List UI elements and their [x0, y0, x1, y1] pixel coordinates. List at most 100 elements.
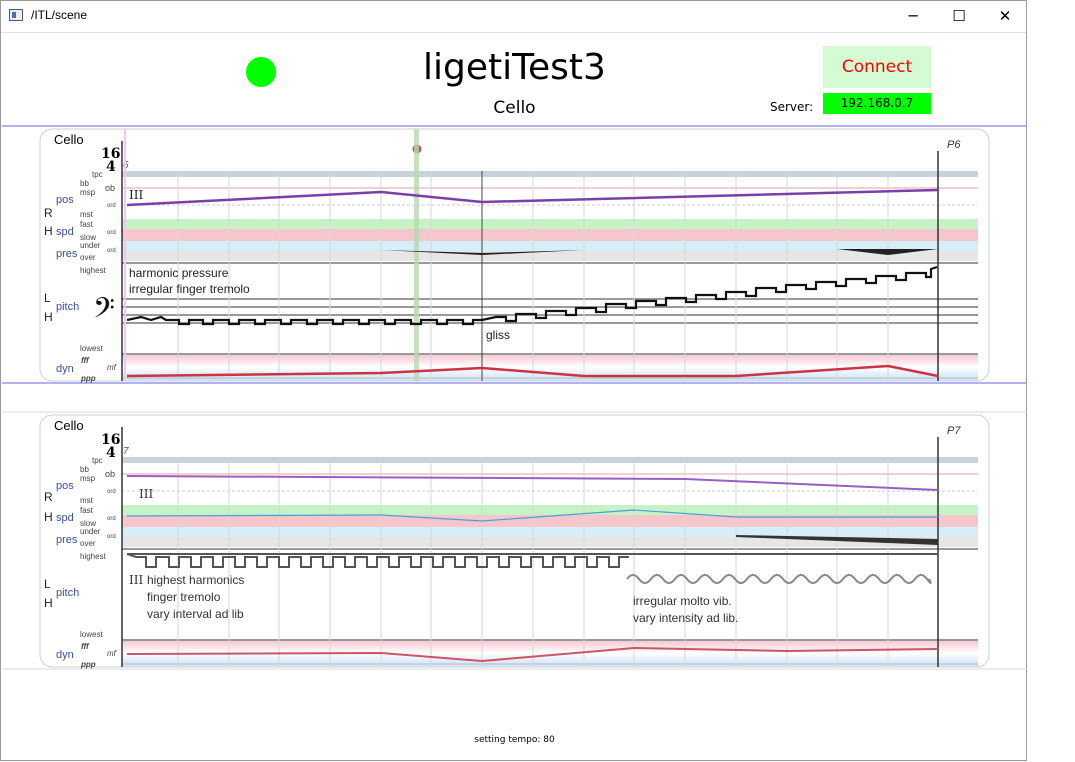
- part-name: Cello: [493, 98, 536, 118]
- vibrato-line: [626, 574, 932, 584]
- svg-text:msp: msp: [80, 188, 96, 197]
- annotation: gliss: [486, 328, 510, 342]
- pos-label: pos: [56, 480, 74, 492]
- svg-text:under: under: [80, 241, 101, 250]
- pres-label: pres: [56, 534, 78, 546]
- svg-text:ord: ord: [107, 248, 116, 254]
- app-icon: [9, 9, 23, 21]
- string-label: III: [129, 188, 143, 202]
- svg-text:H: H: [44, 224, 53, 238]
- svg-text:lowest: lowest: [80, 630, 103, 639]
- score-page-p6: Cello P6 16 4 6: [39, 128, 990, 383]
- instrument-label: Cello: [54, 418, 84, 433]
- dyn-label: dyn: [56, 649, 74, 661]
- annotation: irregular finger tremolo: [129, 282, 250, 296]
- app-window: /ITL/scene ─ ☐ ✕ ligetiTest3 Cello Conne…: [0, 0, 1027, 761]
- pitch-gliss: [481, 265, 938, 323]
- pressure-wedge: [837, 249, 938, 255]
- svg-text:L: L: [44, 291, 51, 305]
- pitch-tremolo: [126, 553, 629, 568]
- annotation: harmonic pressure: [129, 266, 229, 280]
- string-label: III: [129, 573, 143, 587]
- title-bar: /ITL/scene ─ ☐ ✕: [1, 1, 1026, 33]
- svg-text:over: over: [80, 253, 96, 262]
- instrument-label: Cello: [54, 132, 84, 147]
- svg-text:ord: ord: [107, 230, 116, 236]
- pitch-label: pitch: [56, 587, 79, 599]
- server-label: Server:: [770, 100, 814, 114]
- maximize-button[interactable]: ☐: [952, 7, 966, 25]
- svg-text:tpc: tpc: [92, 170, 103, 179]
- svg-text:mf: mf: [107, 649, 117, 658]
- svg-text:L: L: [44, 577, 51, 591]
- server-ip-field[interactable]: 192.168.0.7: [823, 93, 931, 114]
- pos-label: pos: [56, 194, 74, 206]
- svg-text:fast: fast: [80, 220, 94, 229]
- pres-label: pres: [56, 248, 78, 260]
- svg-text:highest: highest: [80, 552, 107, 561]
- window-title: /ITL/scene: [31, 8, 88, 22]
- annotation: vary interval ad lib: [147, 607, 244, 621]
- bass-clef-icon: 𝄢: [93, 292, 115, 332]
- svg-text:msp: msp: [80, 474, 96, 483]
- dyn-curve: [126, 646, 939, 663]
- pos-curve: [126, 188, 939, 207]
- playback-cursor: [414, 129, 419, 381]
- connect-button[interactable]: Connect: [823, 46, 931, 88]
- score-page-p7: Cello P7 16 4 7: [39, 414, 990, 669]
- svg-text:bb: bb: [80, 465, 89, 474]
- dyn-curve: [126, 364, 939, 378]
- page-number: P7: [947, 425, 961, 437]
- svg-text:H: H: [44, 310, 53, 324]
- svg-text:ppp: ppp: [80, 660, 96, 669]
- svg-text:ob: ob: [105, 183, 115, 193]
- svg-text:fff: fff: [81, 356, 90, 365]
- svg-text:H: H: [44, 510, 53, 524]
- pitch-tremolo: [126, 315, 482, 326]
- minimize-button[interactable]: ─: [908, 7, 918, 25]
- svg-text:over: over: [80, 539, 96, 548]
- time-sig-num: 16: [101, 432, 120, 448]
- connection-status-indicator: [246, 57, 276, 87]
- spd-label: spd: [56, 512, 74, 524]
- svg-text:ord: ord: [107, 203, 116, 209]
- pressure-wedge: [381, 250, 584, 255]
- annotation: vary intensity ad lib.: [633, 611, 738, 625]
- string-label: III: [139, 487, 153, 501]
- time-sig-num: 16: [101, 146, 120, 162]
- svg-text:fff: fff: [81, 642, 90, 651]
- spd-label: spd: [56, 226, 74, 238]
- time-sig-den: 4: [106, 445, 116, 461]
- svg-text:ord: ord: [107, 489, 116, 495]
- annotation: highest harmonics: [147, 573, 244, 587]
- time-sig-den: 4: [106, 159, 116, 175]
- svg-text:H: H: [44, 596, 53, 610]
- svg-text:slow: slow: [80, 519, 96, 528]
- svg-text:slow: slow: [80, 233, 96, 242]
- svg-text:R: R: [44, 490, 53, 504]
- pitch-label: pitch: [56, 301, 79, 313]
- svg-text:lowest: lowest: [80, 344, 103, 353]
- dyn-label: dyn: [56, 363, 74, 375]
- spd-curve: [126, 509, 938, 522]
- svg-text:mst: mst: [80, 496, 94, 505]
- annotation: irregular molto vib.: [633, 594, 732, 608]
- svg-text:bb: bb: [80, 179, 89, 188]
- svg-text:mst: mst: [80, 210, 94, 219]
- measure-number: 7: [123, 446, 129, 457]
- svg-text:tpc: tpc: [92, 456, 103, 465]
- close-button[interactable]: ✕: [998, 7, 1012, 25]
- score-canvas: Cello P6 16 4 6: [2, 125, 1027, 670]
- annotation: finger tremolo: [147, 590, 221, 604]
- tempo-status: setting tempo: 80: [474, 735, 555, 745]
- svg-text:R: R: [44, 206, 53, 220]
- pos-curve: [126, 475, 939, 491]
- svg-text:ord: ord: [107, 516, 116, 522]
- svg-text:ord: ord: [107, 534, 116, 540]
- pressure-wedge: [736, 535, 938, 545]
- page-number: P6: [947, 139, 961, 151]
- score-title: ligetiTest3: [423, 47, 606, 88]
- svg-text:fast: fast: [80, 506, 94, 515]
- svg-text:under: under: [80, 527, 101, 536]
- svg-text:ppp: ppp: [80, 374, 96, 383]
